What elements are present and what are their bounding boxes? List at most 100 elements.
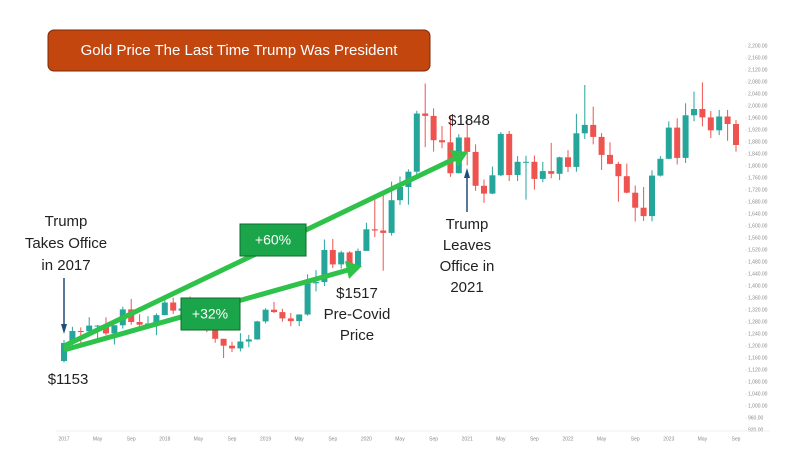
candle-body xyxy=(94,325,101,327)
x-tick-label: May xyxy=(294,436,304,442)
candle-body xyxy=(279,312,286,319)
candle-body xyxy=(523,161,529,163)
candle-body xyxy=(640,207,647,217)
x-tick-label: Sep xyxy=(127,436,136,442)
annotation: Pre-Covid xyxy=(324,306,391,323)
y-tick-label: 2,040.00 xyxy=(748,91,768,97)
y-tick-label: 1,240.00 xyxy=(748,331,768,337)
x-tick-label: Sep xyxy=(530,436,539,442)
annotation: $1848 xyxy=(448,112,490,129)
candle-body xyxy=(363,229,370,251)
x-tick-label: 2018 xyxy=(159,436,170,442)
candle-body xyxy=(539,171,546,179)
candle-body xyxy=(430,115,437,141)
x-tick-label: May xyxy=(597,436,607,442)
x-tick-label: 2022 xyxy=(562,436,573,442)
candle-body xyxy=(371,229,378,231)
y-tick-label: 1,040.00 xyxy=(748,391,768,397)
candle-body xyxy=(220,338,227,346)
candle-body xyxy=(497,133,504,176)
candle-body xyxy=(61,343,67,361)
candle-body xyxy=(170,302,177,311)
candle-body xyxy=(329,250,336,265)
plot: 920.00 960.00 1,000.00 1,040.00 1,080.00 1,12… xyxy=(56,43,770,442)
candle-body xyxy=(724,116,731,124)
y-tick-label: 2,120.00 xyxy=(748,67,768,73)
annotation: Takes Office xyxy=(25,235,107,252)
x-tick-label: Sep xyxy=(429,436,438,442)
annotation: $1517 xyxy=(336,285,378,302)
candle-body xyxy=(161,302,168,316)
x-tick-label: 2019 xyxy=(260,436,271,442)
y-tick-label: 1,760.00 xyxy=(748,175,768,181)
candle-body xyxy=(581,124,588,134)
candle-body xyxy=(103,325,109,334)
chart-title: Gold Price The Last Time Trump Was Presi… xyxy=(81,42,399,59)
y-tick-label: 1,680.00 xyxy=(748,199,768,205)
candle-body xyxy=(699,109,706,118)
badge xyxy=(180,297,241,331)
x-tick-label: 2021 xyxy=(462,436,473,442)
y-tick-label: 2,080.00 xyxy=(748,79,768,85)
candle-body xyxy=(262,309,269,322)
candle-body xyxy=(346,252,353,268)
x-tick-label: May xyxy=(194,436,204,442)
x-tick-label: Sep xyxy=(228,436,237,442)
annotation: $1153 xyxy=(48,371,89,388)
candle-body xyxy=(665,127,672,159)
candle-body xyxy=(590,124,597,137)
y-tick-label: 1,160.00 xyxy=(748,355,768,361)
annotation: +60% xyxy=(255,232,291,248)
y-tick-label: 1,560.00 xyxy=(748,235,768,241)
x-tick-label: Sep xyxy=(328,436,337,442)
candle-body xyxy=(321,250,328,283)
candle-body xyxy=(514,161,521,175)
candle-body xyxy=(573,133,580,167)
candle-body xyxy=(338,252,345,265)
y-tick-label: 920.00 xyxy=(748,427,764,433)
x-tick-label: May xyxy=(496,436,506,442)
annotation: Trump xyxy=(446,216,489,233)
y-tick-label: 960.00 xyxy=(748,415,764,421)
candle-body xyxy=(313,282,319,284)
candle-body xyxy=(657,158,664,176)
candle-body xyxy=(397,187,403,201)
candle-body xyxy=(682,115,689,158)
x-tick-label: Sep xyxy=(732,436,741,442)
y-tick-label: 2,000.00 xyxy=(748,103,768,109)
y-tick-label: 2,200.00 xyxy=(748,43,768,49)
candle-body xyxy=(69,331,76,343)
candle-body xyxy=(556,157,563,174)
y-tick-label: 1,080.00 xyxy=(748,379,768,385)
candle-body xyxy=(531,161,538,179)
candle-body xyxy=(388,200,395,233)
annotation: 2021 xyxy=(450,279,483,296)
y-tick-label: 1,320.00 xyxy=(748,307,768,313)
x-tick-label: May xyxy=(395,436,405,442)
candle-body xyxy=(212,330,219,339)
x-tick-label: 2017 xyxy=(58,436,69,442)
candle-body xyxy=(355,250,361,268)
candle-body xyxy=(481,185,487,194)
candle-body xyxy=(304,283,311,315)
x-tick-label: May xyxy=(698,436,708,442)
candle-body xyxy=(447,142,454,174)
x-tick-label: May xyxy=(93,436,103,442)
arrow-head xyxy=(345,261,362,279)
annotation: +32% xyxy=(192,306,228,322)
pointer-head xyxy=(464,168,470,178)
candle-body xyxy=(506,133,513,175)
candle-body xyxy=(707,117,714,131)
candle-body xyxy=(229,345,235,349)
x-tick-label: Sep xyxy=(631,436,640,442)
candle-body xyxy=(716,116,723,131)
y-tick-label: 1,720.00 xyxy=(748,187,768,193)
annotation: Leaves xyxy=(443,237,491,254)
candle-body xyxy=(565,157,571,167)
y-tick-label: 1,800.00 xyxy=(748,163,768,169)
y-tick-label: 1,280.00 xyxy=(748,319,768,325)
candle-body xyxy=(287,318,294,322)
y-tick-label: 1,000.00 xyxy=(748,403,768,409)
